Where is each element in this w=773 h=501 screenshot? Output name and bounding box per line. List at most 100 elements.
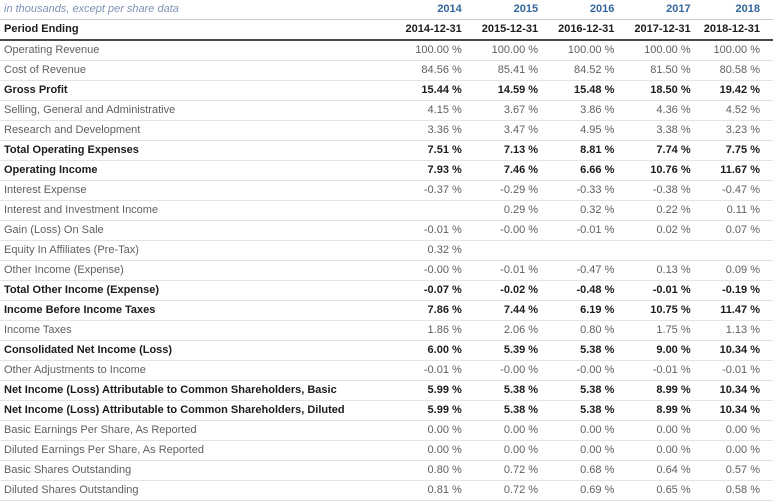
- cell-value: 10.34 %: [696, 380, 773, 401]
- cell-value: -0.29 %: [467, 180, 545, 201]
- cell-value: 0.00 %: [620, 440, 697, 461]
- cell-value: 3.67 %: [467, 100, 545, 121]
- cell-value: [467, 240, 545, 261]
- cell-value: 6.66 %: [544, 160, 621, 181]
- cell-value: 4.15 %: [391, 100, 468, 121]
- row-label: Consolidated Net Income (Loss): [0, 340, 392, 361]
- cell-value: -0.47 %: [696, 180, 773, 201]
- table-row: Income Taxes 1.86 % 2.06 % 0.80 % 1.75 % 1.13…: [0, 320, 773, 341]
- cell-value: 3.47 %: [467, 120, 545, 141]
- cell-value: 0.57 %: [696, 460, 773, 481]
- cell-value: 5.38 %: [467, 400, 545, 421]
- cell-value: 6.19 %: [544, 300, 621, 321]
- cell-value: 0.72 %: [467, 480, 545, 501]
- cell-value: -0.01 %: [467, 260, 545, 281]
- row-label: Total Operating Expenses: [0, 140, 392, 161]
- cell-value: 3.36 %: [391, 120, 468, 141]
- cell-value: -0.19 %: [696, 280, 773, 301]
- cell-value: 0.80 %: [391, 460, 468, 481]
- row-label: Gain (Loss) On Sale: [0, 220, 392, 241]
- cell-value: -0.01 %: [391, 220, 468, 241]
- cell-value: 14.59 %: [467, 80, 545, 101]
- cell-value: -0.00 %: [544, 360, 621, 381]
- cell-value: 0.58 %: [696, 480, 773, 501]
- cell-value: 10.34 %: [696, 340, 773, 361]
- cell-value: 7.46 %: [467, 160, 545, 181]
- period-ending-date: 2018-12-31: [696, 19, 773, 41]
- table-row: Interest and Investment Income 0.29 % 0.32…: [0, 200, 773, 221]
- row-label: Income Before Income Taxes: [0, 300, 392, 321]
- table-caption: in thousands, except per share data: [0, 0, 392, 20]
- cell-value: 19.42 %: [696, 80, 773, 101]
- cell-value: 0.00 %: [544, 420, 621, 441]
- table-row: Other Adjustments to Income -0.01 % -0.00 …: [0, 360, 773, 381]
- cell-value: 100.00 %: [696, 40, 773, 61]
- cell-value: 0.00 %: [391, 420, 468, 441]
- row-label: Other Income (Expense): [0, 260, 392, 281]
- cell-value: -0.47 %: [544, 260, 621, 281]
- year-column-link[interactable]: 2014: [391, 0, 468, 20]
- caption-row: in thousands, except per share data 2014…: [0, 0, 773, 20]
- cell-value: 100.00 %: [620, 40, 697, 61]
- row-label: Selling, General and Administrative: [0, 100, 392, 121]
- cell-value: 7.93 %: [391, 160, 468, 181]
- cell-value: 3.86 %: [544, 100, 621, 121]
- cell-value: 100.00 %: [467, 40, 545, 61]
- cell-value: 5.38 %: [467, 380, 545, 401]
- cell-value: 6.00 %: [391, 340, 468, 361]
- row-label: Operating Revenue: [0, 40, 392, 61]
- period-ending-date: 2017-12-31: [620, 19, 697, 41]
- row-label: Income Taxes: [0, 320, 392, 341]
- year-column-link[interactable]: 2016: [544, 0, 621, 20]
- year-column-link[interactable]: 2018: [696, 0, 773, 20]
- table-row: Consolidated Net Income (Loss) 6.00 % 5.39…: [0, 340, 773, 361]
- cell-value: -0.01 %: [696, 360, 773, 381]
- period-ending-date: 2016-12-31: [544, 19, 621, 41]
- cell-value: 9.00 %: [620, 340, 697, 361]
- table-row: Basic Earnings Per Share, As Reported 0.0…: [0, 420, 773, 441]
- table-row: Diluted Earnings Per Share, As Reported 0…: [0, 440, 773, 461]
- cell-value: 0.64 %: [620, 460, 697, 481]
- table-row: Equity In Affiliates (Pre-Tax) 0.32 %: [0, 240, 773, 261]
- cell-value: 0.32 %: [391, 240, 468, 261]
- cell-value: 18.50 %: [620, 80, 697, 101]
- cell-value: 4.52 %: [696, 100, 773, 121]
- cell-value: 84.56 %: [391, 60, 468, 81]
- cell-value: 10.76 %: [620, 160, 697, 181]
- cell-value: 84.52 %: [544, 60, 621, 81]
- cell-value: 8.81 %: [544, 140, 621, 161]
- table-body: Operating Revenue 100.00 % 100.00 % 100.00 …: [0, 40, 773, 501]
- row-label: Interest and Investment Income: [0, 200, 392, 221]
- cell-value: 11.47 %: [696, 300, 773, 321]
- cell-value: -0.01 %: [620, 360, 697, 381]
- cell-value: 5.99 %: [391, 400, 468, 421]
- cell-value: -0.00 %: [467, 360, 545, 381]
- cell-value: 0.22 %: [620, 200, 697, 221]
- row-label: Equity In Affiliates (Pre-Tax): [0, 240, 392, 261]
- cell-value: [391, 200, 468, 221]
- year-column-link[interactable]: 2017: [620, 0, 697, 20]
- cell-value: 0.09 %: [696, 260, 773, 281]
- cell-value: 0.29 %: [467, 200, 545, 221]
- cell-value: 0.00 %: [696, 420, 773, 441]
- row-label: Basic Shares Outstanding: [0, 460, 392, 481]
- table-row: Income Before Income Taxes 7.86 % 7.44 % 6.…: [0, 300, 773, 321]
- cell-value: -0.01 %: [544, 220, 621, 241]
- table-row: Operating Income 7.93 % 7.46 % 6.66 % 10.76 …: [0, 160, 773, 181]
- table-row: Other Income (Expense) -0.00 % -0.01 % -0.4…: [0, 260, 773, 281]
- year-column-link[interactable]: 2015: [467, 0, 545, 20]
- row-label: Research and Development: [0, 120, 392, 141]
- cell-value: 15.48 %: [544, 80, 621, 101]
- cell-value: 1.13 %: [696, 320, 773, 341]
- cell-value: 0.69 %: [544, 480, 621, 501]
- cell-value: 0.65 %: [620, 480, 697, 501]
- row-label: Cost of Revenue: [0, 60, 392, 81]
- cell-value: -0.33 %: [544, 180, 621, 201]
- cell-value: -0.01 %: [620, 280, 697, 301]
- row-label: Gross Profit: [0, 80, 392, 101]
- cell-value: 7.86 %: [391, 300, 468, 321]
- cell-value: 0.68 %: [544, 460, 621, 481]
- cell-value: 0.00 %: [620, 420, 697, 441]
- cell-value: 1.86 %: [391, 320, 468, 341]
- cell-value: -0.00 %: [467, 220, 545, 241]
